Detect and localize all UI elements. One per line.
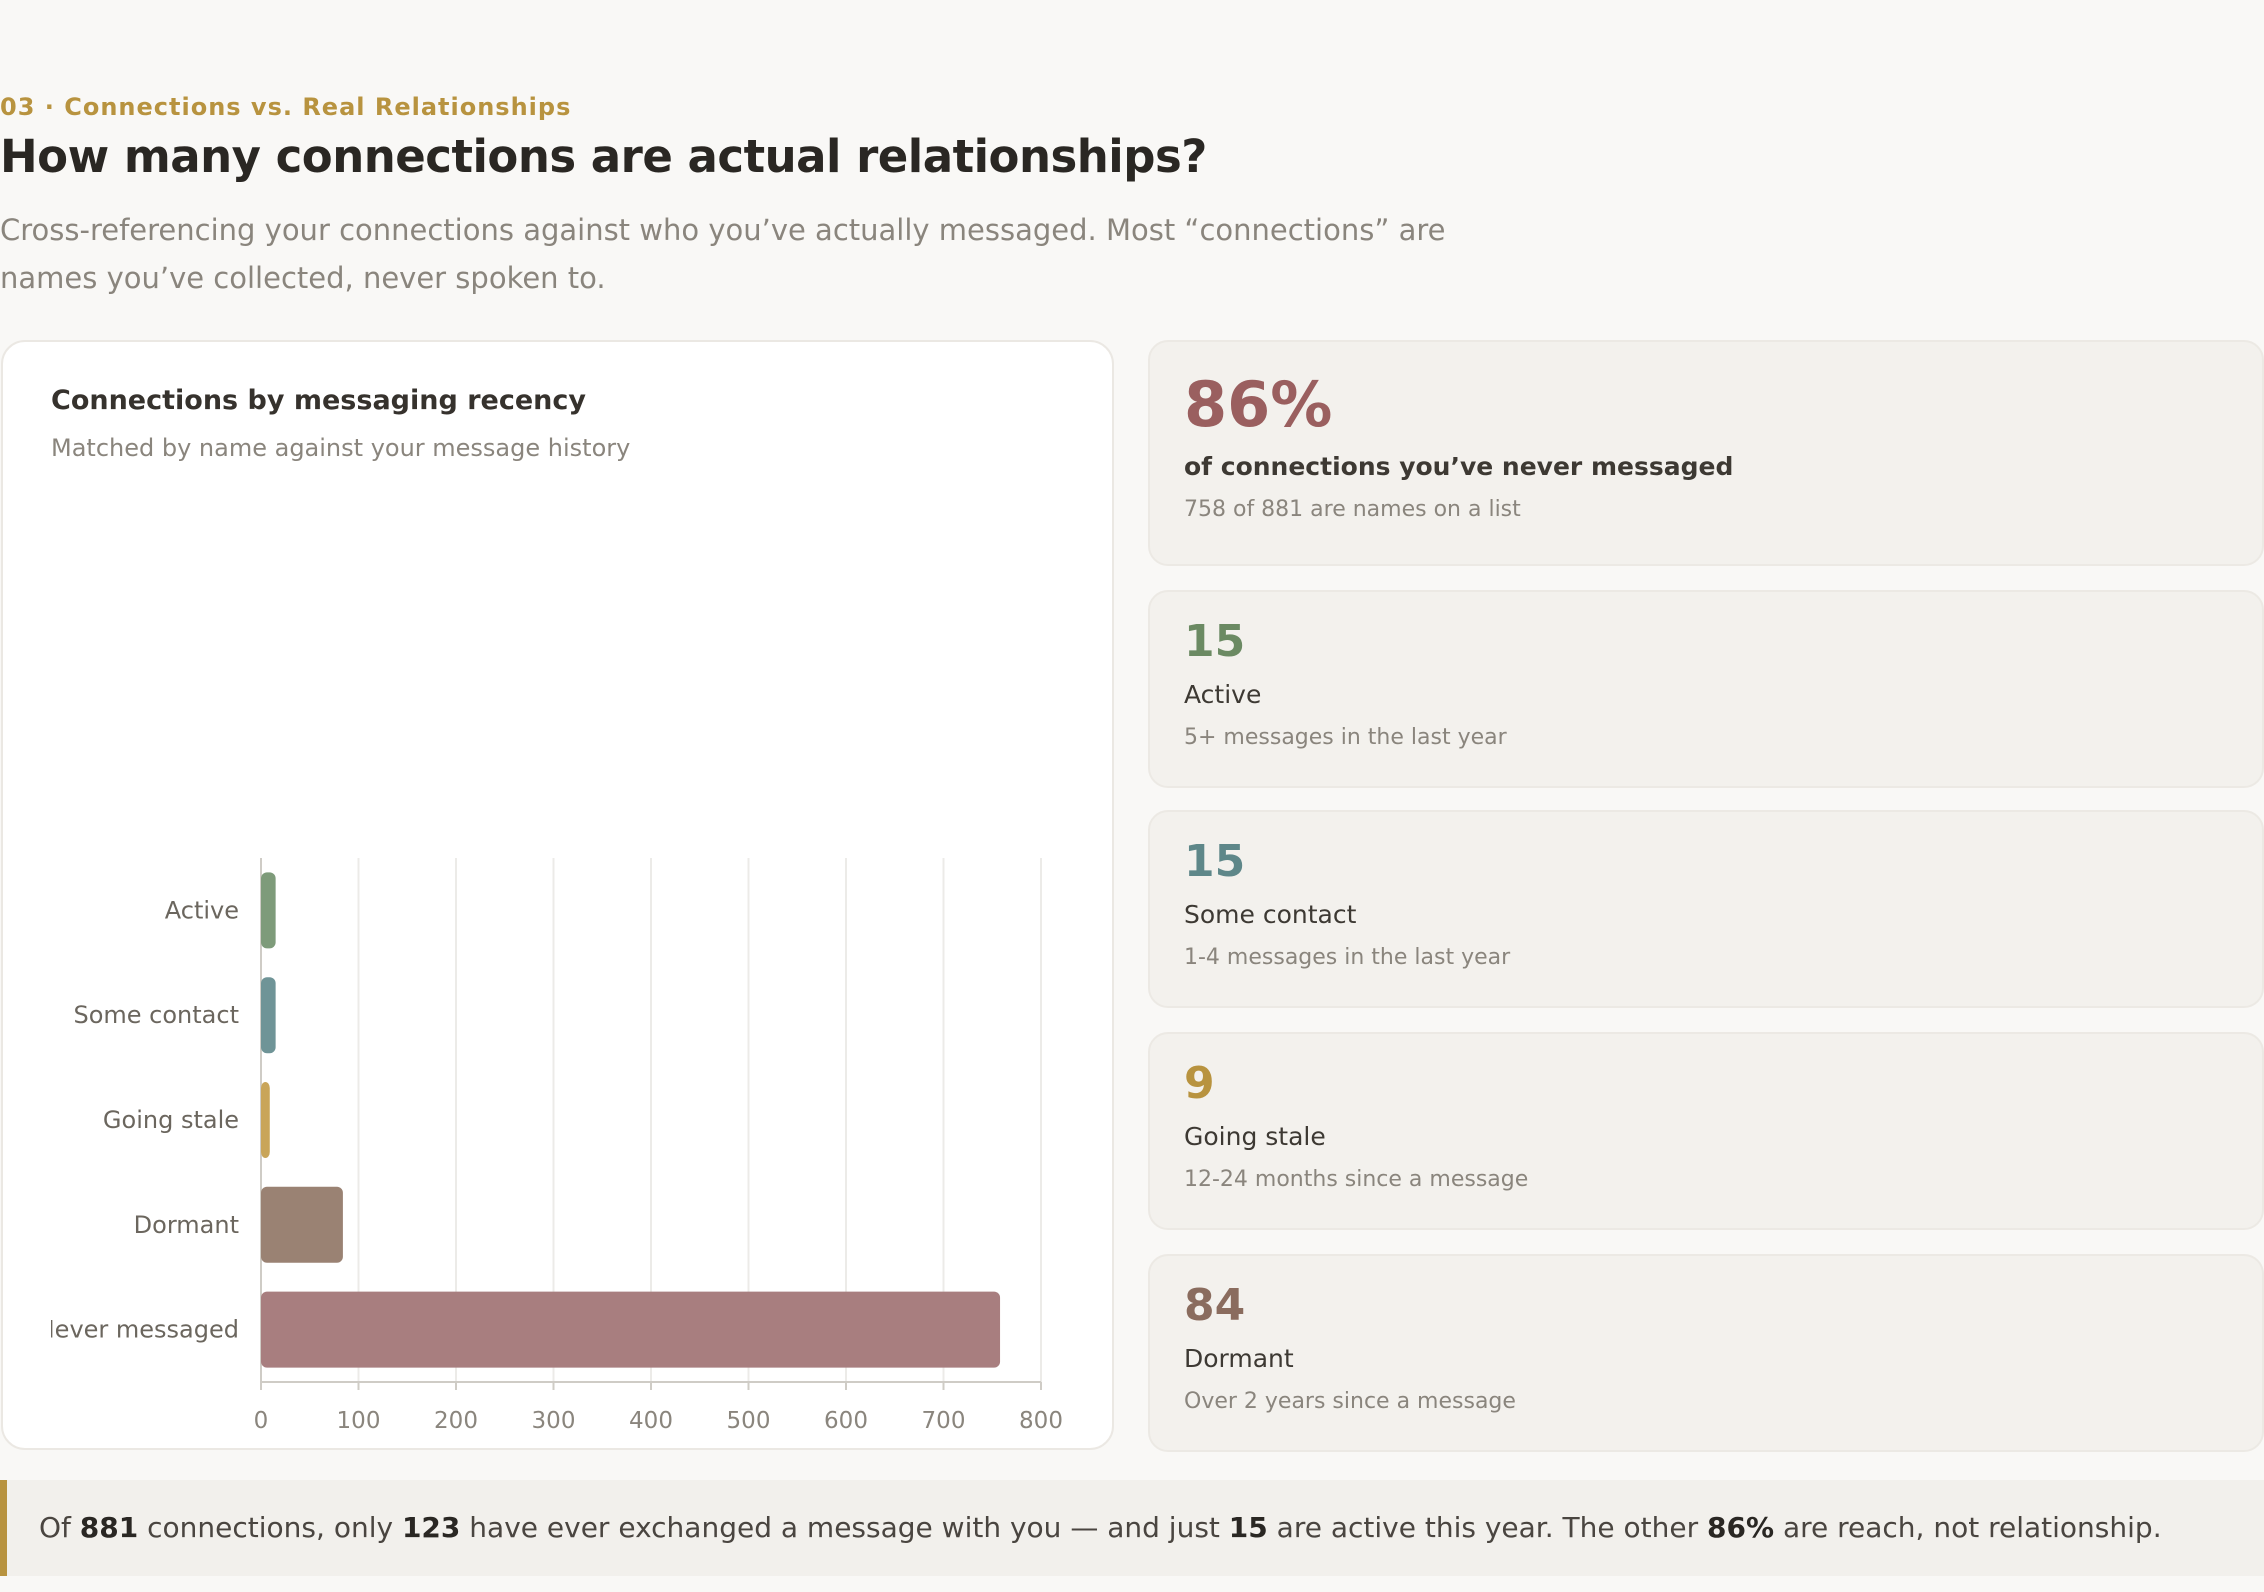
- summary-text: have ever exchanged a message with you —…: [460, 1511, 1229, 1544]
- summary-percent: 86%: [1707, 1511, 1775, 1544]
- stat-label-dormant: Dormant: [1184, 1344, 1294, 1373]
- page-title: How many connections are actual relation…: [0, 130, 1207, 183]
- stat-card-dormant: 84 Dormant Over 2 years since a message: [1148, 1254, 2264, 1452]
- summary-active: 15: [1228, 1511, 1268, 1544]
- stat-label-going-stale: Going stale: [1184, 1122, 1326, 1151]
- x-tick-label: 700: [922, 1408, 966, 1434]
- stat-card-never-messaged: 86% of connections you’ve never messaged…: [1148, 340, 2264, 566]
- stat-value-some-contact: 15: [1184, 836, 1246, 887]
- y-category-label: Dormant: [134, 1211, 239, 1239]
- stat-value-dormant: 84: [1184, 1280, 1246, 1331]
- bar-going-stale: [261, 1082, 270, 1158]
- y-category-label: Going stale: [103, 1106, 239, 1134]
- stat-label-never-messaged: of connections you’ve never messaged: [1184, 452, 1734, 481]
- stat-desc-dormant: Over 2 years since a message: [1184, 1389, 1516, 1414]
- stat-card-active: 15 Active 5+ messages in the last year: [1148, 590, 2264, 788]
- y-category-label: Some contact: [73, 1001, 239, 1029]
- y-category-label: Never messaged: [37, 1316, 239, 1344]
- summary-callout: Of 881 connections, only 123 have ever e…: [0, 1480, 2264, 1576]
- summary-text: are active this year. The other: [1267, 1511, 1708, 1544]
- section-description: Cross-referencing your connections again…: [0, 213, 1446, 295]
- stat-value-never-messaged: 86%: [1184, 368, 1333, 441]
- stat-value-going-stale: 9: [1184, 1058, 1215, 1109]
- stat-label-some-contact: Some contact: [1184, 900, 1357, 929]
- x-tick-label: 400: [629, 1408, 673, 1434]
- stat-card-some-contact: 15 Some contact 1-4 messages in the last…: [1148, 810, 2264, 1008]
- stat-desc-some-contact: 1-4 messages in the last year: [1184, 945, 1511, 970]
- x-tick-label: 800: [1019, 1408, 1063, 1434]
- stat-desc-never-messaged: 758 of 881 are names on a list: [1184, 497, 1521, 522]
- stat-desc-active: 5+ messages in the last year: [1184, 725, 1507, 750]
- bar-some-contact: [261, 977, 276, 1054]
- stat-label-active: Active: [1184, 680, 1262, 709]
- stat-value-active: 15: [1184, 616, 1246, 667]
- summary-text: are reach, not relationship.: [1774, 1511, 2162, 1544]
- x-tick-label: 300: [532, 1408, 576, 1434]
- bar-active: [261, 872, 276, 949]
- stat-card-going-stale: 9 Going stale 12-24 months since a messa…: [1148, 1032, 2264, 1230]
- y-category-label: Active: [165, 896, 239, 924]
- bar-never-messaged: [261, 1291, 1001, 1368]
- x-tick-label: 200: [434, 1408, 478, 1434]
- summary-total: 881: [79, 1511, 139, 1544]
- summary-text: Of: [39, 1511, 80, 1544]
- chart-card: Connections by messaging recency Matched…: [1, 340, 1114, 1450]
- x-tick-label: 0: [254, 1408, 269, 1434]
- bar-dormant: [261, 1186, 343, 1263]
- x-tick-label: 500: [727, 1408, 771, 1434]
- section-eyebrow: 03 · Connections vs. Real Relationships: [0, 93, 572, 121]
- bar-chart: 0 100 200 300 400 500 600 700 800 Active Some cont…: [37, 858, 1063, 1434]
- summary-messaged: 123: [401, 1511, 461, 1544]
- chart-title: Connections by messaging recency: [51, 385, 586, 416]
- x-tick-label: 100: [337, 1408, 381, 1434]
- x-tick-label: 600: [824, 1408, 868, 1434]
- summary-text: connections, only: [138, 1511, 402, 1544]
- chart-subtitle: Matched by name against your message his…: [51, 434, 631, 462]
- stat-desc-going-stale: 12-24 months since a message: [1184, 1167, 1529, 1192]
